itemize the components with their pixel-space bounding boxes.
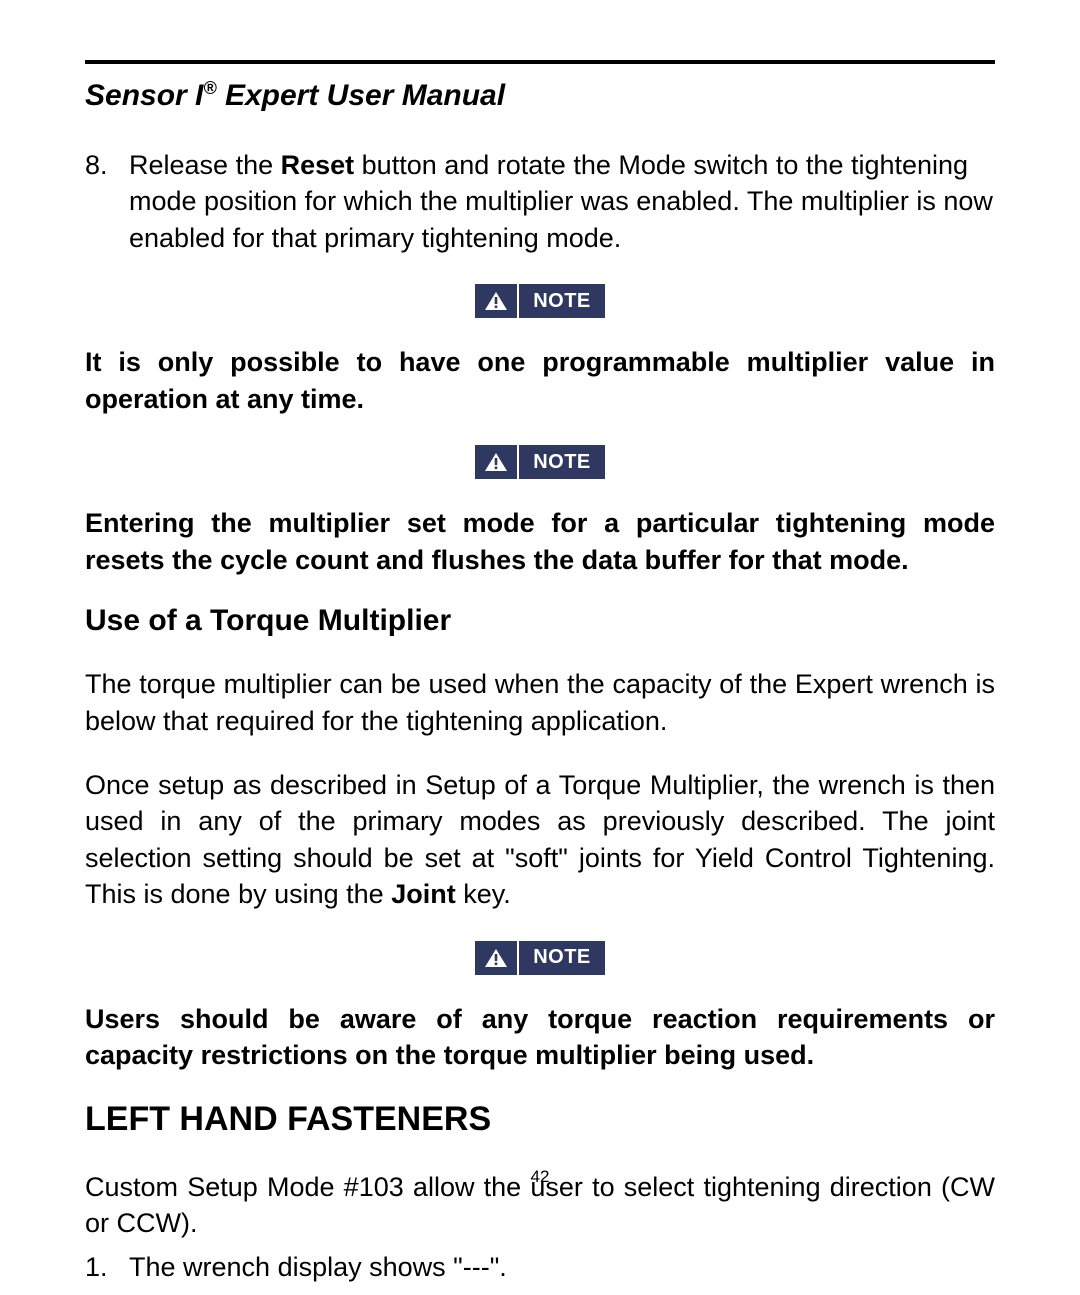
list8-t1: Release the — [129, 150, 281, 180]
paragraph-2: Once setup as described in Setup of a To… — [85, 767, 995, 913]
para2-t2: Joint — [391, 879, 456, 909]
paragraph-1: The torque multiplier can be used when t… — [85, 666, 995, 739]
title-post: Expert User Manual — [217, 79, 505, 112]
note-label: NOTE — [519, 941, 605, 975]
list-number: 8. — [85, 147, 129, 256]
note-badge-1: NOTE — [475, 284, 605, 318]
heading-left-hand-fasteners: LEFT HAND FASTENERS — [85, 1100, 995, 1139]
warning-icon — [475, 284, 517, 318]
heading-torque-multiplier: Use of a Torque Multiplier — [85, 604, 995, 638]
title-pre: Sensor I — [85, 79, 203, 112]
page-number: 42 — [0, 1167, 1080, 1187]
note-badge-2: NOTE — [475, 445, 605, 479]
para2-t1: Once setup as described in Setup of a To… — [85, 770, 995, 909]
title-sup: ® — [203, 78, 216, 98]
warning-icon — [475, 941, 517, 975]
list-item-1: 1. The wrench display shows "---". — [85, 1249, 995, 1285]
list-number: 1. — [85, 1249, 129, 1285]
page-title: Sensor I® Expert User Manual — [85, 78, 995, 113]
para2-t3: key. — [456, 879, 511, 909]
list-text: Release the Reset button and rotate the … — [129, 147, 995, 256]
note-text-1: It is only possible to have one programm… — [85, 344, 995, 417]
note-badge-3: NOTE — [475, 941, 605, 975]
note-label: NOTE — [519, 284, 605, 318]
note-text-2: Entering the multiplier set mode for a p… — [85, 505, 995, 578]
list-item-8: 8. Release the Reset button and rotate t… — [85, 147, 995, 256]
note-label: NOTE — [519, 445, 605, 479]
header-rule — [85, 60, 995, 64]
warning-icon — [475, 445, 517, 479]
note-text-3: Users should be aware of any torque reac… — [85, 1001, 995, 1074]
list8-t2: Reset — [281, 150, 355, 180]
list-text: The wrench display shows "---". — [129, 1249, 995, 1285]
